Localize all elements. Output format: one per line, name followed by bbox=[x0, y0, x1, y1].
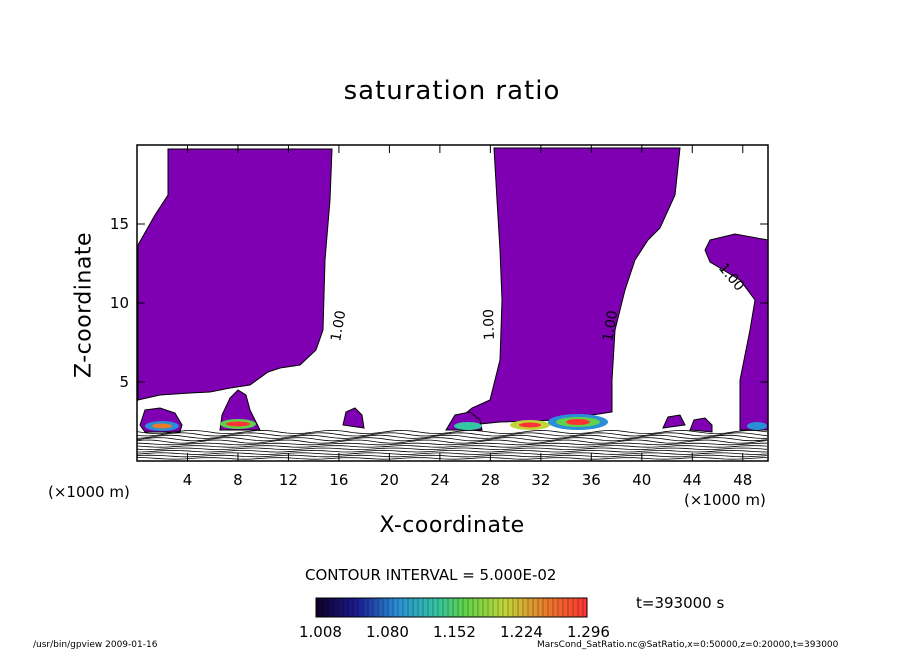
x-tick-label: 40 bbox=[632, 471, 651, 489]
contour-interval-label: CONTOUR INTERVAL = 5.000E-02 bbox=[305, 566, 557, 584]
surface-contour bbox=[137, 437, 768, 442]
colorbar-tick-label: 1.008 bbox=[299, 623, 342, 641]
saturated-blob-5 bbox=[689, 417, 713, 433]
x-tick-label: 24 bbox=[430, 471, 449, 489]
y-tick-label: 10 bbox=[110, 294, 129, 312]
x-tick-label: 12 bbox=[279, 471, 298, 489]
hotspot-3 bbox=[454, 422, 482, 430]
x-tick-label: 16 bbox=[329, 471, 348, 489]
x-axis-unit-right: (×1000 m) bbox=[684, 491, 766, 509]
surface-contour bbox=[137, 442, 767, 446]
surface-contour bbox=[137, 429, 768, 435]
x-axis-label: X-coordinate bbox=[379, 513, 525, 538]
x-tick-label: 28 bbox=[481, 471, 500, 489]
x-tick-label: 32 bbox=[531, 471, 550, 489]
time-label: t=393000 s bbox=[636, 594, 725, 612]
surface-contour bbox=[137, 457, 768, 460]
footer-right: MarsCond_SatRatio.nc@SatRatio,x=0:50000,… bbox=[537, 640, 839, 650]
x-tick-label: 8 bbox=[233, 471, 243, 489]
colorbar-tick-label: 1.080 bbox=[366, 623, 409, 641]
hotspot-4-core bbox=[519, 422, 541, 428]
colorbar-tick-label: 1.224 bbox=[500, 623, 543, 641]
footer-left: /usr/bin/gpview 2009-01-16 bbox=[33, 640, 158, 650]
hotspot-6 bbox=[747, 422, 767, 430]
y-tick-label: 15 bbox=[110, 215, 129, 233]
saturated-region-center bbox=[459, 147, 681, 426]
y-axis-label: Z-coordinate bbox=[71, 232, 97, 378]
colorbar-tick-label: 1.152 bbox=[433, 623, 476, 641]
hotspot-2-core bbox=[226, 421, 250, 427]
saturated-blob-3 bbox=[342, 407, 365, 429]
colorbar-tick-label: 1.296 bbox=[567, 623, 610, 641]
contour-label: 1.00 bbox=[328, 309, 349, 342]
y-tick-label: 5 bbox=[119, 373, 129, 391]
x-axis-unit-left: (×1000 m) bbox=[48, 483, 130, 501]
contour-label: 1.00 bbox=[600, 309, 621, 342]
hotspot-5-core bbox=[566, 419, 590, 425]
saturated-region-left bbox=[137, 148, 333, 401]
axis-ticks bbox=[137, 145, 768, 461]
saturated-blob-6 bbox=[662, 414, 686, 429]
hotspot-1-core bbox=[152, 423, 172, 429]
surface-contour bbox=[137, 432, 768, 437]
surface-contour bbox=[137, 454, 768, 458]
surface-contour bbox=[137, 447, 768, 451]
contour-label: 1.00 bbox=[481, 309, 498, 341]
chart-title: saturation ratio bbox=[343, 76, 561, 106]
surface-contour bbox=[137, 445, 768, 448]
x-tick-label: 4 bbox=[183, 471, 193, 489]
surface-contour bbox=[137, 434, 768, 439]
x-tick-label: 20 bbox=[380, 471, 399, 489]
surface-contour bbox=[137, 452, 768, 455]
colorbar-stripes bbox=[317, 599, 584, 616]
x-tick-label: 48 bbox=[733, 471, 752, 489]
x-tick-label: 44 bbox=[683, 471, 702, 489]
colorbar bbox=[315, 597, 588, 618]
saturated-region-right bbox=[704, 233, 768, 431]
surface-contour bbox=[137, 439, 768, 444]
surface-contour bbox=[137, 449, 768, 453]
surface-contour-lines bbox=[137, 429, 768, 460]
x-tick-label: 36 bbox=[582, 471, 601, 489]
